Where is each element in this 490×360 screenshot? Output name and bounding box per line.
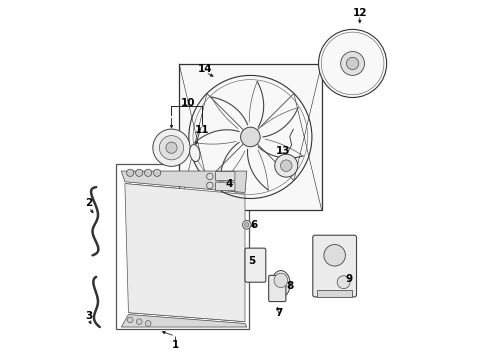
Text: 12: 12: [352, 8, 367, 18]
Text: 8: 8: [286, 281, 294, 291]
Circle shape: [126, 169, 134, 176]
FancyBboxPatch shape: [269, 275, 286, 302]
FancyBboxPatch shape: [313, 235, 357, 297]
Text: 1: 1: [172, 340, 179, 350]
Circle shape: [153, 169, 161, 176]
Text: 13: 13: [275, 146, 290, 156]
Circle shape: [145, 169, 152, 176]
Circle shape: [146, 320, 151, 326]
Circle shape: [324, 244, 345, 266]
Text: 10: 10: [180, 98, 195, 108]
Polygon shape: [122, 171, 247, 193]
Circle shape: [207, 182, 213, 189]
Text: 11: 11: [195, 125, 209, 135]
Circle shape: [207, 173, 213, 180]
FancyBboxPatch shape: [216, 171, 235, 181]
Polygon shape: [122, 315, 247, 327]
Circle shape: [136, 169, 143, 176]
FancyBboxPatch shape: [245, 248, 266, 282]
Circle shape: [153, 129, 190, 166]
FancyBboxPatch shape: [318, 290, 352, 297]
Ellipse shape: [271, 271, 290, 297]
Circle shape: [159, 136, 184, 160]
Circle shape: [337, 276, 350, 289]
FancyBboxPatch shape: [179, 64, 322, 210]
Text: 14: 14: [198, 64, 213, 74]
FancyBboxPatch shape: [216, 182, 235, 191]
Ellipse shape: [190, 145, 200, 162]
Text: 2: 2: [85, 198, 93, 208]
Text: 9: 9: [345, 274, 353, 284]
Ellipse shape: [274, 273, 288, 288]
Circle shape: [275, 154, 298, 177]
Circle shape: [245, 223, 249, 227]
Text: 3: 3: [85, 311, 93, 321]
Text: 5: 5: [248, 256, 256, 266]
Text: 4: 4: [225, 179, 233, 189]
Circle shape: [243, 221, 251, 229]
Polygon shape: [125, 184, 245, 321]
Circle shape: [127, 317, 133, 323]
Circle shape: [341, 51, 365, 75]
Circle shape: [318, 30, 387, 98]
Circle shape: [166, 142, 177, 153]
Circle shape: [280, 160, 292, 171]
Circle shape: [346, 57, 359, 69]
FancyBboxPatch shape: [116, 164, 248, 329]
Text: 7: 7: [275, 308, 283, 318]
Circle shape: [136, 319, 142, 324]
Text: 6: 6: [250, 220, 258, 230]
Circle shape: [241, 127, 260, 147]
